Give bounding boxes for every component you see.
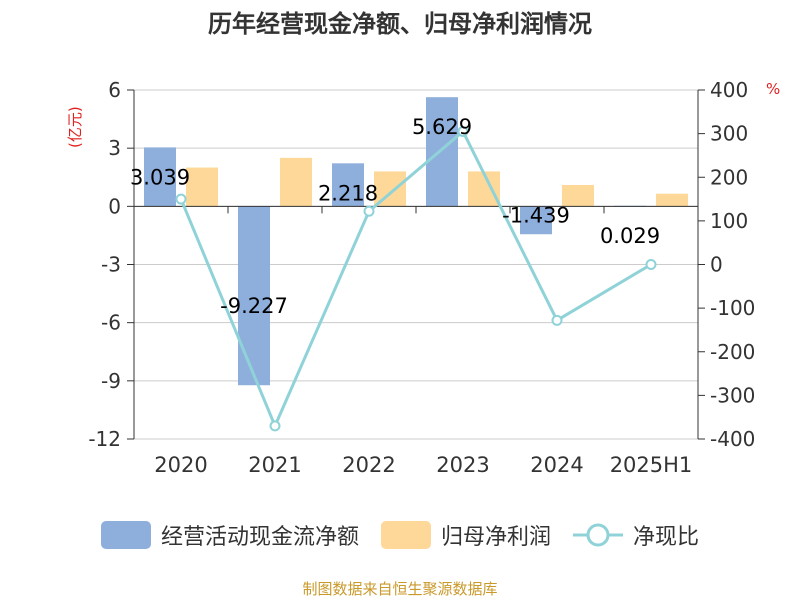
legend-label-cashflow: 经营活动现金流净额 bbox=[160, 525, 359, 550]
legend-item-net-profit[interactable]: 归母净利润 bbox=[380, 519, 551, 551]
cashflow-data-label: 0.029 bbox=[600, 224, 660, 248]
cashflow-data-label: -9.227 bbox=[220, 294, 288, 318]
right-axis-tick-label: -100 bbox=[710, 296, 755, 320]
legend-swatch-cashflow bbox=[100, 521, 151, 549]
x-axis-tick-label: 2025H1 bbox=[610, 453, 693, 477]
cashflow-data-label: 5.629 bbox=[412, 115, 472, 139]
chart-title: 历年经营现金净额、归母净利润情况 bbox=[208, 10, 592, 38]
cashflow-data-label: -1.439 bbox=[502, 203, 570, 227]
legend-swatch-net-profit bbox=[380, 521, 431, 549]
x-axis-tick-label: 2020 bbox=[154, 453, 207, 477]
net-profit-bar bbox=[656, 193, 688, 207]
legend-item-cashflow[interactable]: 经营活动现金流净额 bbox=[100, 519, 359, 551]
legend-label-ratio: 净现比 bbox=[633, 525, 700, 550]
axes: 6 3 0 -3 -6 -9 -12 400 300 200 100 0 -100 -200 -300 -40… bbox=[88, 78, 755, 477]
cashflow-bar bbox=[332, 163, 364, 207]
net-profit-bar bbox=[374, 171, 406, 207]
ratio-point bbox=[457, 125, 469, 137]
left-axis-tick-label: 3 bbox=[108, 136, 121, 160]
left-axis-tick-label: -9 bbox=[101, 369, 121, 393]
ratio-line-layer bbox=[175, 125, 657, 432]
cashflow-bar bbox=[144, 147, 176, 207]
left-axis-tick-label: -12 bbox=[88, 427, 121, 451]
legend-item-ratio[interactable]: 净现比 bbox=[573, 519, 699, 551]
ratio-point bbox=[645, 259, 657, 270]
x-axis-tick-label: 2023 bbox=[436, 453, 489, 477]
right-axis-tick-label: 400 bbox=[710, 78, 748, 102]
right-axis-tick-label: -200 bbox=[710, 340, 755, 364]
net-profit-bar bbox=[468, 171, 500, 207]
left-axis-tick-label: 0 bbox=[108, 194, 121, 218]
x-axis-tick-label: 2024 bbox=[530, 453, 583, 477]
ratio-point bbox=[175, 193, 187, 205]
net-profit-bar bbox=[280, 157, 312, 207]
net-profit-bar bbox=[562, 185, 594, 207]
right-axis-tick-label: 100 bbox=[710, 209, 748, 233]
data-labels: 3.039 -9.227 2.218 5.629 -1.439 0.029 bbox=[130, 115, 660, 318]
cashflow-bar bbox=[238, 206, 270, 386]
x-axis-tick-label: 2021 bbox=[248, 453, 301, 477]
cashflow-bar bbox=[426, 97, 458, 207]
right-axis-tick-label: 300 bbox=[710, 122, 748, 146]
legend-label-net-profit: 归母净利润 bbox=[440, 525, 551, 550]
cashflow-bar bbox=[520, 206, 552, 235]
right-axis-tick-label: -400 bbox=[710, 427, 755, 451]
ratio-point bbox=[363, 205, 375, 217]
left-axis-tick-label: -6 bbox=[101, 311, 121, 335]
cashflow-data-label: 2.218 bbox=[318, 181, 378, 205]
right-axis-unit: % bbox=[766, 80, 781, 98]
legend: 经营活动现金流净额 归母净利润 净现比 bbox=[0, 518, 800, 552]
ratio-point bbox=[551, 314, 563, 326]
source-note: 制图数据来自恒生聚源数据库 bbox=[302, 580, 498, 598]
net-profit-bar bbox=[186, 167, 218, 207]
grid-lines bbox=[134, 89, 698, 440]
right-axis-tick-label: 0 bbox=[710, 253, 723, 277]
ratio-line bbox=[179, 129, 652, 430]
left-axis-tick-label: -3 bbox=[101, 253, 121, 277]
cashflow-data-label: 3.039 bbox=[130, 165, 190, 189]
bar-layer bbox=[144, 97, 688, 386]
ratio-point bbox=[269, 420, 281, 432]
right-axis-tick-label: 200 bbox=[710, 165, 748, 189]
right-axis-tick-label: -300 bbox=[710, 383, 755, 407]
left-axis-tick-label: 6 bbox=[108, 78, 121, 102]
x-axis-tick-label: 2022 bbox=[342, 453, 395, 477]
legend-swatch-ratio bbox=[573, 523, 623, 547]
